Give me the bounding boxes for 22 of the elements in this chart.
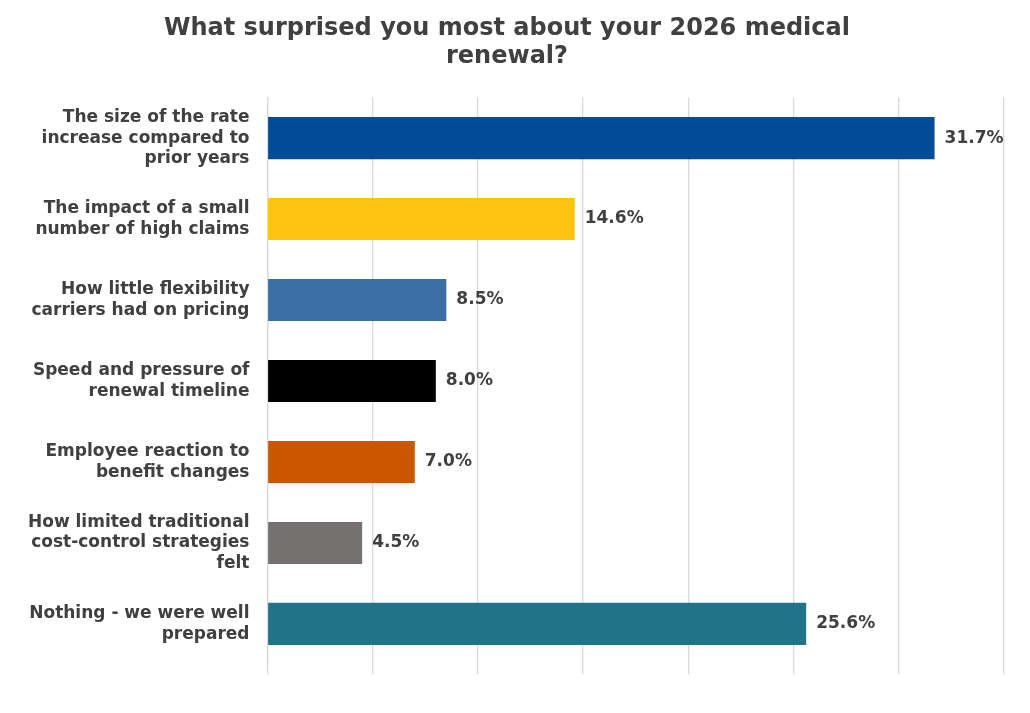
bar	[268, 359, 436, 403]
bar	[268, 198, 575, 241]
y-tick-label: How limited traditional cost-control strategies felt	[28, 510, 250, 572]
y-tick-label: Employee reaction to benefit changes	[45, 440, 250, 481]
bar	[268, 278, 447, 322]
data-label: 4.5%	[372, 531, 420, 552]
y-tick-label: Speed and pressure of renewal timeline	[32, 359, 251, 400]
bar	[268, 117, 935, 160]
data-label: 8.5%	[456, 288, 504, 309]
y-tick-label: Nothing - we were well prepared	[29, 602, 250, 643]
bar	[268, 440, 415, 484]
chart-title: What surprised you most about your 2026 medical renewal?	[164, 12, 850, 70]
data-label: 31.7%	[944, 126, 1004, 147]
data-label: 25.6%	[816, 612, 876, 633]
y-tick-label: The size of the rate increase compared to prior years	[41, 106, 250, 167]
bar	[268, 521, 363, 564]
data-label: 8.0%	[445, 369, 493, 390]
bar	[268, 602, 807, 645]
data-label: 14.6%	[584, 207, 644, 228]
data-label: 7.0%	[424, 450, 472, 471]
y-tick-label: How little flexibility carriers had on pricing	[31, 278, 250, 319]
y-tick-label: The impact of a small number of high claims	[35, 197, 250, 238]
